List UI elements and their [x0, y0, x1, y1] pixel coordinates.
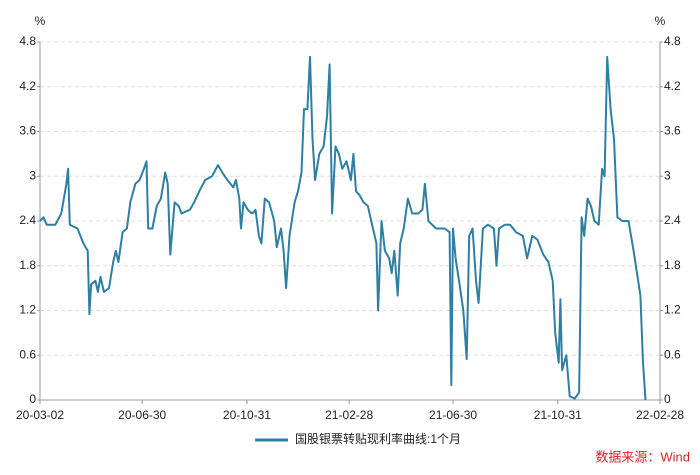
y-tick-label: 3: [29, 168, 36, 182]
y2-tick-label: 0.6: [664, 347, 681, 361]
y-unit: %: [35, 14, 46, 28]
y-tick-label: 4.2: [19, 79, 36, 93]
x-tick-label: 21-10-31: [534, 408, 582, 422]
x-tick-label: 21-06-30: [429, 408, 477, 422]
y-tick-label: 2.4: [19, 213, 36, 227]
y2-tick-label: 1.2: [664, 303, 681, 317]
y2-tick-label: 4.8: [664, 34, 681, 48]
x-tick-label: 21-02-28: [325, 408, 373, 422]
y-tick-label: 1.8: [19, 258, 36, 272]
legend-label: 国股银票转贴现利率曲线:1个月: [295, 431, 461, 446]
y2-tick-label: 1.8: [664, 258, 681, 272]
y-tick-label: 1.2: [19, 303, 36, 317]
y-tick-label: 0: [29, 392, 36, 406]
x-tick-label: 20-10-31: [223, 408, 271, 422]
y2-tick-label: 4.2: [664, 79, 681, 93]
source: 数据来源：Wind: [595, 449, 690, 464]
y-tick-label: 3.6: [19, 124, 36, 138]
y-tick-label: 4.8: [19, 34, 36, 48]
x-tick-label: 20-06-30: [118, 408, 166, 422]
y2-tick-label: 2.4: [664, 213, 681, 227]
y2-tick-label: 3.6: [664, 124, 681, 138]
y2-tick-label: 3: [664, 168, 671, 182]
series-line: [39, 55, 647, 401]
y2-tick-label: 0: [664, 392, 671, 406]
x-tick-label: 20-03-02: [16, 408, 64, 422]
x-tick-label: 22-02-28: [636, 408, 684, 422]
y2-unit: %: [655, 14, 666, 28]
y-tick-label: 0.6: [19, 347, 36, 361]
